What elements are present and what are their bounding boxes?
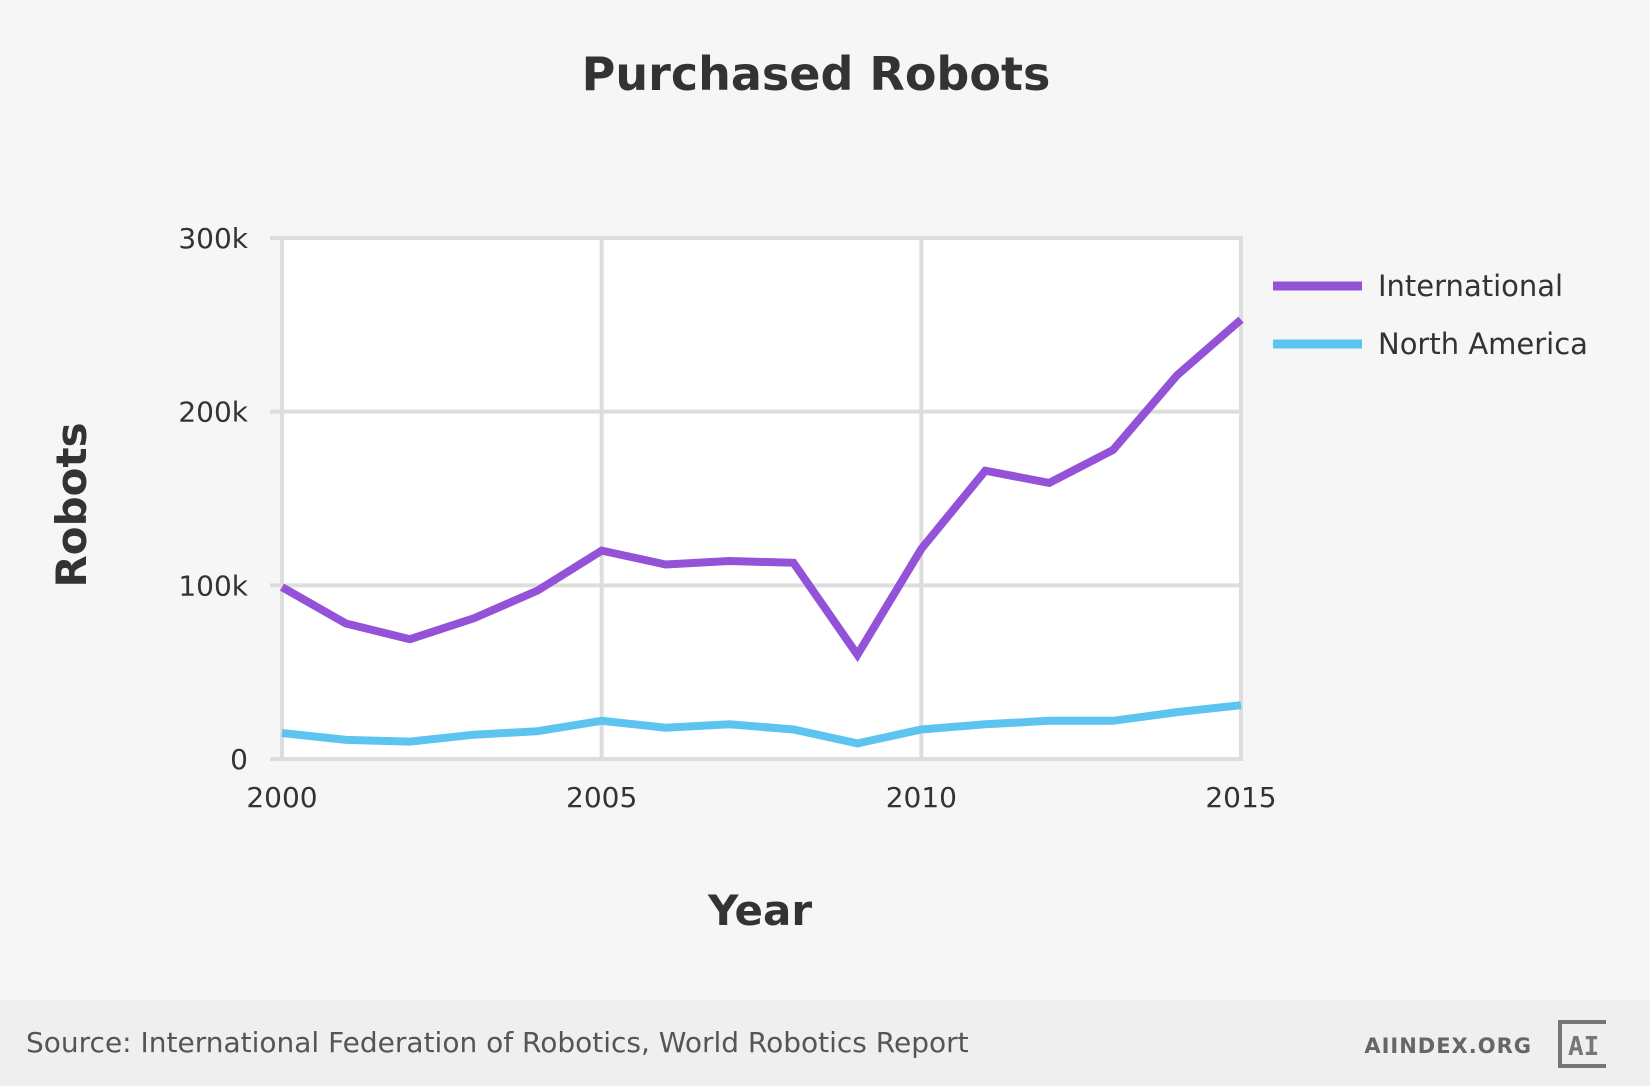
x-tick-label: 2005 <box>566 781 637 814</box>
x-tick-label: 2015 <box>1205 781 1276 814</box>
site-link[interactable]: AIINDEX.ORG <box>1364 1034 1532 1058</box>
legend-label-north-america: North America <box>1378 327 1588 361</box>
x-axis-title: Year <box>707 886 812 935</box>
series-line-international <box>280 316 1244 663</box>
legend-label-international: International <box>1378 269 1563 303</box>
plot-area <box>280 236 1243 761</box>
y-axis-title: Robots <box>47 422 96 587</box>
chart: Purchased Robots 2000 2005 2010 2015 0 100k 2… <box>47 47 1588 935</box>
y-axis-ticks: 0 100k 200k 300k <box>178 222 248 776</box>
legend: International North America <box>1273 269 1588 361</box>
grid <box>270 236 1243 761</box>
x-tick-label: 2010 <box>886 781 957 814</box>
footer: Source: International Federation of Robo… <box>0 1000 1650 1086</box>
y-tick-label: 200k <box>178 396 248 429</box>
y-tick-label: 0 <box>230 743 248 776</box>
series-line-north-america <box>281 701 1242 748</box>
x-tick-label: 2000 <box>246 781 317 814</box>
y-tick-label: 300k <box>178 222 248 255</box>
ai-index-logo: AI <box>1558 1020 1606 1068</box>
x-axis-ticks: 2000 2005 2010 2015 <box>246 781 1276 814</box>
chart-title: Purchased Robots <box>582 47 1051 101</box>
series-lines <box>280 316 1244 748</box>
logo-text: AI <box>1568 1032 1600 1062</box>
y-tick-label: 100k <box>178 569 248 602</box>
source-note: Source: International Federation of Robo… <box>26 1026 969 1059</box>
